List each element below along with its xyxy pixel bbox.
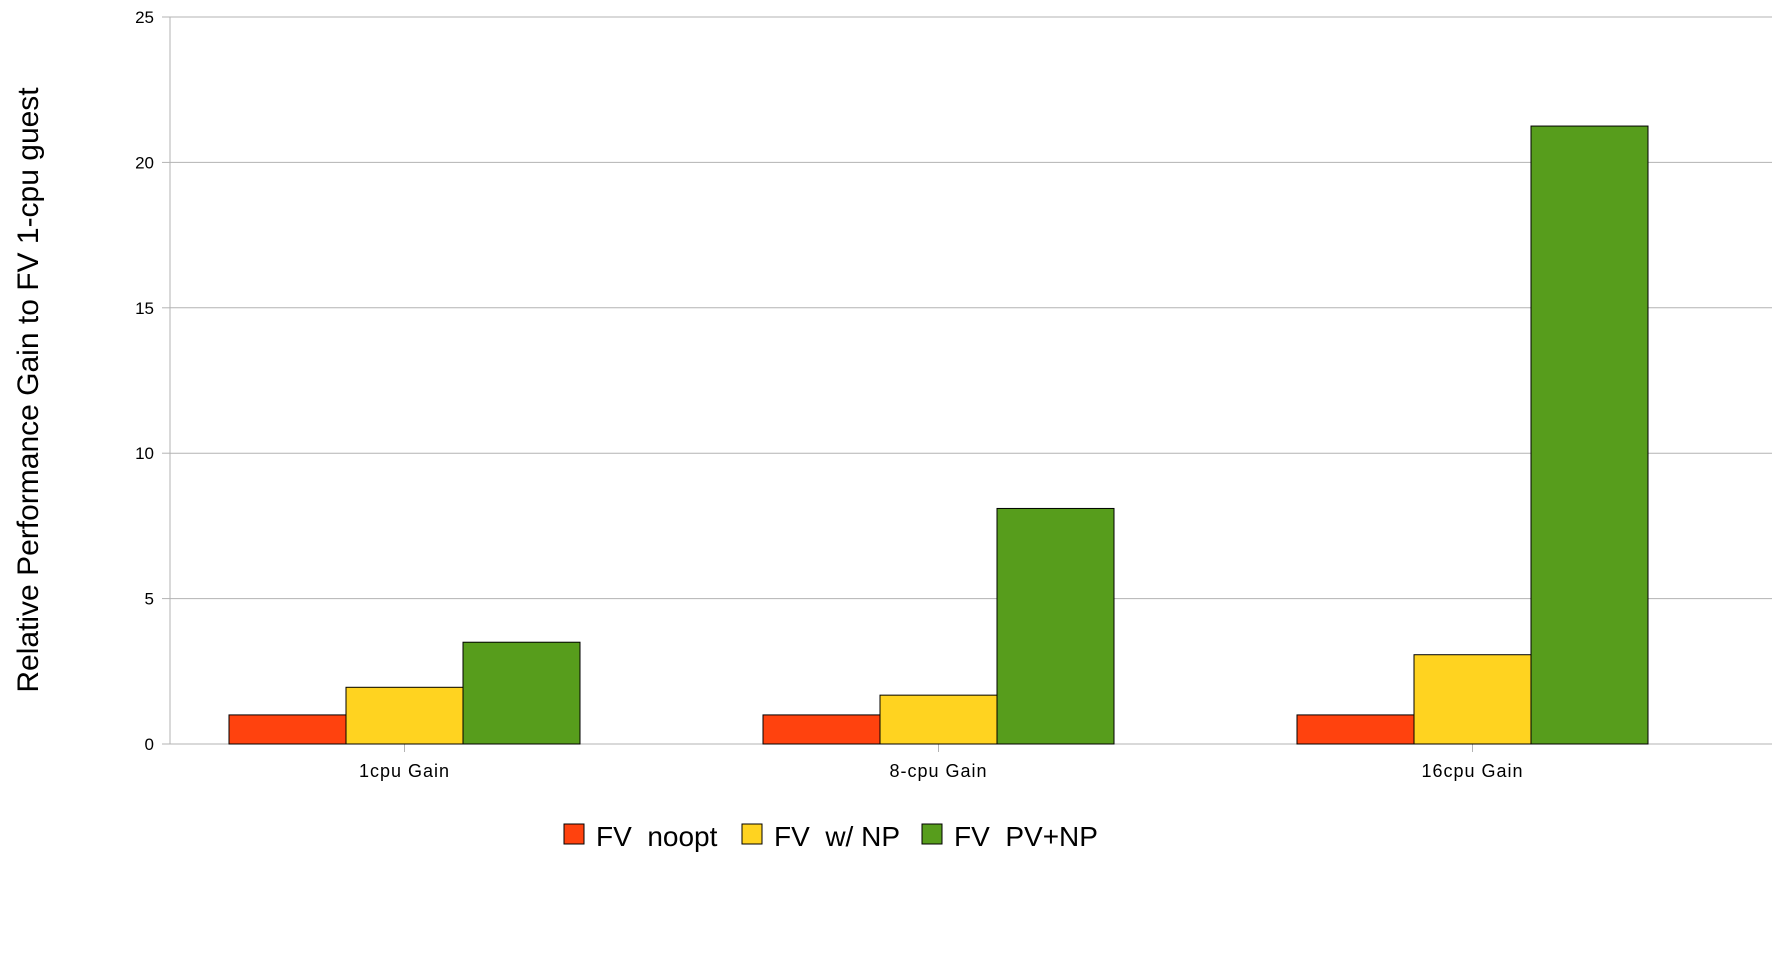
bar-3-2 — [996, 507, 1115, 745]
bar-1-2 — [762, 714, 881, 745]
y-tick-label: 25 — [135, 8, 154, 27]
x-tick-label: 8-cpu Gain — [889, 761, 987, 781]
bar-1-1 — [228, 714, 347, 745]
legend-label-3: FV PV+NP — [954, 821, 1098, 852]
x-tick-label: 1cpu Gain — [359, 761, 450, 781]
legend-label-1: FV noopt — [596, 821, 718, 852]
tick-labels: 0 5 10 15 20 25 — [135, 8, 154, 754]
y-tick-label: 20 — [135, 153, 154, 172]
bars — [228, 125, 1649, 745]
bar-2-1 — [345, 686, 464, 745]
x-tick-label: 16cpu Gain — [1421, 761, 1523, 781]
legend: FV noopt FV w/ NP FV PV+NP — [563, 821, 1098, 852]
legend-swatch-1 — [563, 823, 585, 845]
legend-swatch-3 — [921, 823, 943, 845]
y-tick-label: 10 — [135, 444, 154, 463]
category-labels: 1cpu Gain 8-cpu Gain 16cpu Gain — [359, 761, 1523, 781]
bar-2-3 — [1413, 654, 1532, 745]
y-tick-label: 5 — [145, 590, 154, 609]
y-tick-label: 0 — [145, 735, 154, 754]
bar-3-3 — [1530, 125, 1649, 745]
bar-2-2 — [879, 694, 998, 745]
y-tick-label: 15 — [135, 299, 154, 318]
legend-label-2: FV w/ NP — [774, 821, 900, 852]
bar-1-3 — [1296, 714, 1415, 745]
legend-swatch-2 — [741, 823, 763, 845]
gridlines — [170, 16, 1772, 600]
bar-3-1 — [462, 641, 581, 745]
y-axis-label: Relative Performance Gain to FV 1-cpu gu… — [12, 87, 45, 693]
